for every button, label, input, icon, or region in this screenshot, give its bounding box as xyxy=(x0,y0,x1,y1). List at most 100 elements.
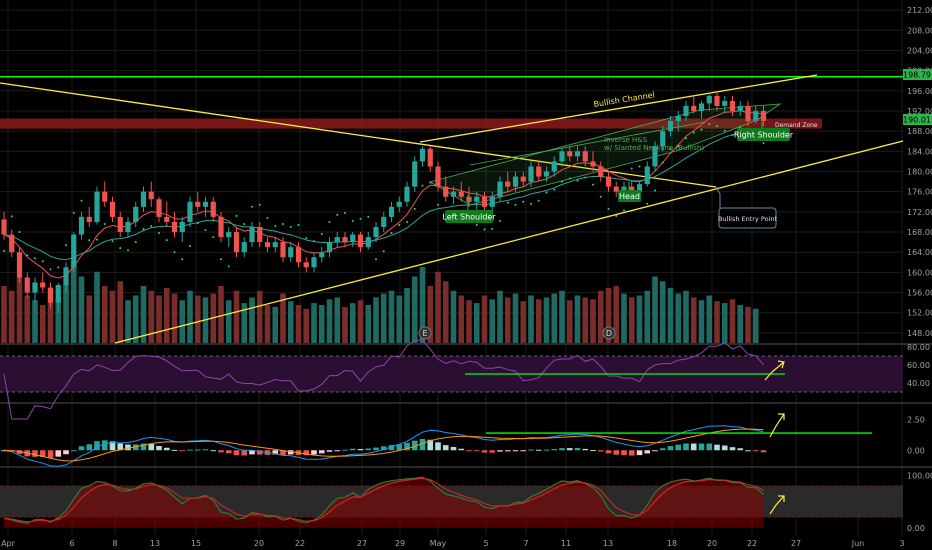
macd-up-arrow xyxy=(769,413,785,438)
candle-body xyxy=(714,95,720,106)
macd-histogram-bar xyxy=(326,450,333,452)
candle-body xyxy=(404,186,410,202)
candle-body xyxy=(319,252,325,258)
candle-body xyxy=(551,161,557,172)
volume-bar xyxy=(520,301,527,343)
volume-bar xyxy=(24,295,31,343)
candle-body xyxy=(489,196,495,207)
macd-histogram-bar xyxy=(303,450,310,456)
macd-histogram-bar xyxy=(636,450,643,456)
time-tick-label: 20 xyxy=(707,539,717,548)
macd-histogram-bar xyxy=(706,443,713,451)
psar-dot xyxy=(607,207,610,210)
candle-body xyxy=(117,216,123,233)
volume-bar xyxy=(148,290,155,343)
volume-bar xyxy=(497,290,503,343)
macd-tick-label: 0.00 xyxy=(907,446,925,455)
volume-bar xyxy=(690,297,697,343)
dividend-marker-text: D xyxy=(606,329,612,338)
psar-dot xyxy=(26,254,29,257)
volume-bar xyxy=(652,276,658,343)
candle-body xyxy=(722,100,728,106)
candle-body xyxy=(78,216,85,235)
candle-body xyxy=(481,196,488,207)
psar-dot xyxy=(506,201,509,204)
candle-body xyxy=(133,206,139,222)
psar-dot xyxy=(375,258,377,261)
macd-histogram-bar xyxy=(318,450,325,454)
psar-dot xyxy=(553,188,556,191)
psar-dot xyxy=(212,236,215,239)
candle-body xyxy=(443,186,449,197)
macd-histogram-bar xyxy=(714,444,720,451)
candle-body xyxy=(636,184,643,192)
candle-body xyxy=(202,201,209,207)
volume-bar xyxy=(8,290,15,343)
macd-histogram-bar xyxy=(380,446,387,451)
earnings-marker[interactable]: E xyxy=(418,326,432,340)
psar-dot xyxy=(654,189,656,192)
slanted-neckline xyxy=(469,121,706,166)
psar-dot xyxy=(669,148,672,151)
volume-bar xyxy=(326,299,333,343)
channel-top-line xyxy=(419,74,818,143)
dividend-marker[interactable]: D xyxy=(602,326,616,340)
candle-body xyxy=(512,176,519,187)
psar-dot xyxy=(227,265,230,268)
macd-histogram-bar xyxy=(117,443,124,451)
macd-histogram-bar xyxy=(70,450,77,452)
macd-histogram-bar xyxy=(357,449,364,451)
macd-histogram-bar xyxy=(47,450,54,458)
candle-body xyxy=(574,151,581,157)
stoch-k-line xyxy=(3,476,764,524)
psar-dot xyxy=(251,205,253,208)
candle-body xyxy=(326,242,333,253)
psar-dot xyxy=(739,126,742,129)
macd-histogram-bar xyxy=(590,450,596,452)
psar-dot xyxy=(320,233,323,236)
macd-histogram-bar xyxy=(450,446,457,451)
candle-body xyxy=(249,226,255,243)
psar-dot xyxy=(568,177,571,180)
macd-histogram-bar xyxy=(78,446,85,451)
indicator-panels xyxy=(0,343,932,468)
macd-histogram-bar xyxy=(256,450,263,455)
macd-histogram-bar xyxy=(566,448,573,451)
psar-dot xyxy=(142,228,145,231)
price-tick-label: 196.00 xyxy=(907,87,932,96)
psar-dot xyxy=(661,161,664,164)
psar-dot xyxy=(406,220,408,223)
volume-bar xyxy=(233,290,240,343)
psar-dot xyxy=(34,257,36,260)
volume-bar xyxy=(311,303,317,343)
psar-dot xyxy=(708,123,711,126)
macd-histogram-bar xyxy=(202,449,209,451)
volume-bar xyxy=(566,300,573,343)
candle-body xyxy=(179,221,185,233)
macd-histogram-bar xyxy=(597,450,604,452)
candle-body xyxy=(102,191,108,202)
volume-bar xyxy=(388,290,395,343)
psar-dot xyxy=(491,228,494,231)
volume-bar xyxy=(714,301,720,343)
time-tick-label: 20 xyxy=(254,539,264,548)
candle-body xyxy=(350,234,356,243)
macd-histogram-bar xyxy=(574,448,581,451)
volume-bar xyxy=(404,287,410,343)
volume-bar xyxy=(721,303,728,343)
candle-body xyxy=(497,181,503,197)
candle-body xyxy=(458,191,464,197)
candle-body xyxy=(567,151,573,157)
macd-histogram-bar xyxy=(605,450,612,454)
time-tick-label: 22 xyxy=(295,539,305,548)
macd-histogram-bar xyxy=(86,444,93,451)
volume-bar xyxy=(380,293,387,343)
volume-bar xyxy=(187,290,193,343)
macd-histogram-bar xyxy=(528,449,534,451)
candle-body xyxy=(9,234,15,253)
left-shoulder-text: Left Shoulder xyxy=(442,213,496,222)
volume-bar xyxy=(78,276,85,343)
volume-bar xyxy=(55,297,62,343)
psar-dot xyxy=(390,232,393,235)
